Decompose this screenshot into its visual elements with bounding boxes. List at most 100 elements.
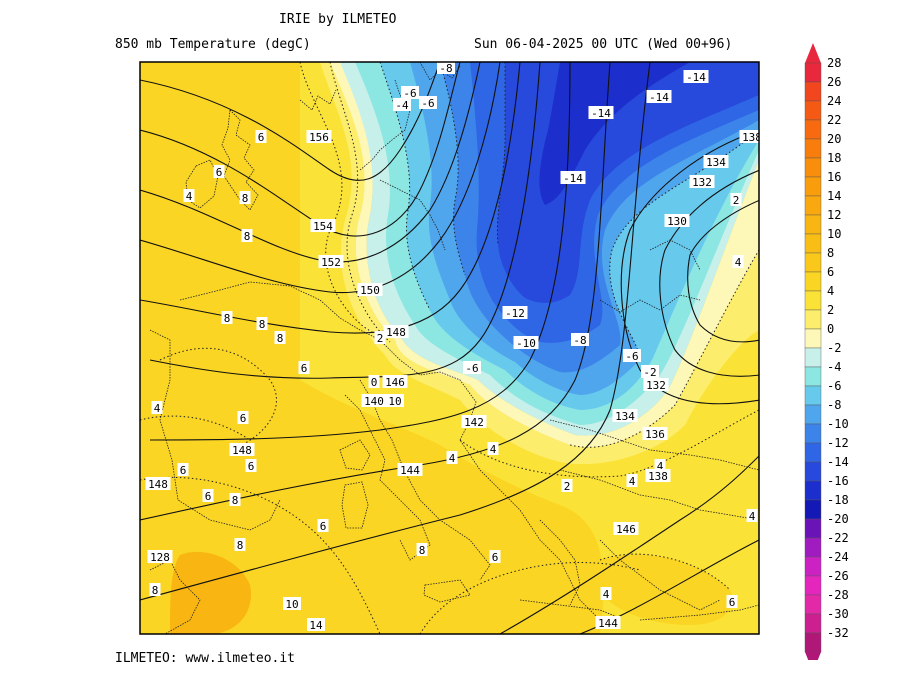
geopotential-label-text: 132	[646, 379, 666, 392]
scale-swatch	[804, 613, 822, 634]
temperature-label: 2	[374, 331, 386, 345]
scale-tick-label: -4	[827, 360, 841, 374]
temperature-label: -10	[513, 336, 539, 350]
geopotential-label: 136	[642, 427, 668, 441]
scale-tick-label: 10	[827, 227, 841, 241]
geopotential-label: 150	[357, 283, 383, 297]
temperature-label: 6	[317, 519, 329, 533]
temperature-contours	[140, 62, 759, 634]
geopotential-contour	[140, 62, 521, 334]
coastline	[423, 579, 471, 603]
temperature-label-text: -8	[573, 334, 586, 347]
temperature-label-text: 6	[205, 490, 212, 503]
coastline	[359, 79, 411, 171]
geopotential-label-text: 144	[598, 617, 618, 630]
variable-subtitle: 850 mb Temperature (degC)	[115, 37, 311, 52]
temperature-label: 14	[307, 618, 325, 632]
scale-tick-label: 4	[827, 284, 834, 298]
temperature-label: -6	[401, 86, 419, 100]
coastline	[379, 339, 601, 621]
scale-tick-label: -26	[827, 569, 849, 583]
temperature-label-text: 0	[371, 376, 378, 389]
temperature-label: -14	[588, 106, 614, 120]
scale-tick-label: -10	[827, 417, 849, 431]
coastline	[149, 559, 201, 634]
scale-swatch	[804, 119, 822, 140]
geopotential-label-text: 140	[364, 395, 384, 408]
temperature-contour	[599, 553, 731, 591]
temperature-label-text: 6	[729, 596, 736, 609]
temperature-label: 6	[298, 361, 310, 375]
temperature-label: 4	[746, 509, 758, 523]
temperature-label-text: 8	[244, 230, 251, 243]
coastline	[599, 294, 701, 313]
geopotential-contour	[149, 62, 541, 379]
geopotential-label: 148	[383, 325, 409, 339]
temperature-label-text: -14	[591, 107, 611, 120]
scale-tick-label: 26	[827, 75, 841, 89]
scale-swatch	[804, 252, 822, 273]
geopotential-label-text: 134	[706, 156, 726, 169]
temperature-label-text: 8	[224, 312, 231, 325]
scale-swatch	[804, 100, 822, 121]
temperature-contour	[459, 409, 759, 478]
temperature-label-text: 8	[242, 192, 249, 205]
temperature-label-text: 10	[285, 598, 298, 611]
temperature-contour	[140, 476, 381, 634]
coastline	[639, 604, 759, 621]
scale-swatch	[804, 157, 822, 178]
scale-tick-label: -32	[827, 626, 849, 640]
temperature-label: 4	[600, 587, 612, 601]
temperature-label: 8	[239, 191, 251, 205]
geopotential-label: 128	[147, 550, 173, 564]
geopotential-contour	[140, 62, 461, 237]
temperature-label-text: 8	[259, 318, 266, 331]
temperature-label-text: 8	[152, 584, 159, 597]
temperature-label: 4	[654, 459, 666, 473]
temperature-label-text: 14	[309, 619, 323, 632]
scale-tick-label: -6	[827, 379, 841, 393]
scale-tick-label: 14	[827, 189, 841, 203]
geopotential-label-text: 138	[648, 470, 668, 483]
temperature-label: 4	[732, 255, 744, 269]
temperature-label: -12	[502, 306, 528, 320]
temperature-label: -6	[623, 349, 641, 363]
map-frame	[139, 61, 760, 635]
geopotential-label-text: 132	[692, 176, 712, 189]
geopotential-contour	[140, 62, 501, 294]
geopotential-label-text: 150	[360, 284, 380, 297]
temperature-label: 10	[283, 597, 301, 611]
geopotential-contour	[659, 169, 759, 377]
temperature-label: 10	[386, 394, 404, 408]
scale-swatch	[804, 461, 822, 482]
geopotential-label: 152	[318, 255, 344, 269]
geopotential-contour	[140, 62, 611, 521]
scale-swatch	[804, 347, 822, 368]
temperature-label: 6	[202, 489, 214, 503]
temperature-label: 8	[256, 317, 268, 331]
temperature-label-text: -8	[439, 62, 452, 75]
map-field: -8-6-4 -6-14-14-14-14-12-10 -8-6-6 -2202664…	[140, 62, 759, 634]
geopotential-contour	[620, 129, 759, 405]
scale-top-arrow	[805, 43, 821, 63]
temperature-label: -14	[646, 90, 672, 104]
temperature-label: 2	[730, 193, 742, 207]
color-scale: 2826242220181614121086420-2-4-6-8-10-12-…	[804, 43, 849, 660]
scale-swatch	[804, 480, 822, 501]
geopotential-label: 134	[612, 409, 638, 423]
scale-swatch	[804, 385, 822, 406]
temperature-label-text: 6	[248, 460, 255, 473]
temperature-label-text: 4	[749, 510, 756, 523]
temperature-label: 4	[183, 189, 195, 203]
geopotential-contour	[499, 455, 759, 634]
geopotential-contour	[140, 62, 441, 181]
temperature-label-text: -14	[563, 172, 583, 185]
coastline	[149, 329, 281, 531]
temperature-contour	[140, 415, 251, 441]
scale-tick-label: -8	[827, 398, 841, 412]
scale-swatch	[804, 214, 822, 235]
scale-tick-label: -18	[827, 493, 849, 507]
temperature-label: 8	[234, 538, 246, 552]
temperature-label-text: 6	[301, 362, 308, 375]
scale-swatch	[804, 195, 822, 216]
